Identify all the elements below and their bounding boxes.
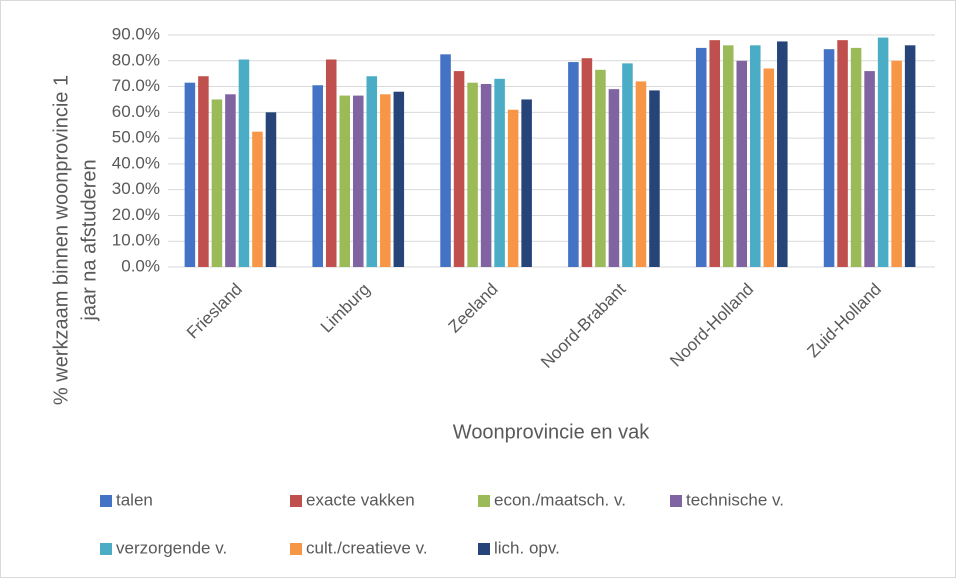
y-tick-label: 50.0% (112, 128, 160, 147)
legend-swatch (100, 495, 112, 507)
bar (864, 71, 875, 267)
y-tick-label: 0.0% (121, 256, 160, 275)
bar (722, 45, 734, 267)
bar (837, 40, 848, 268)
bar (507, 109, 519, 267)
y-tick-label: 60.0% (112, 102, 160, 121)
legend-swatch (290, 543, 302, 555)
bar (339, 95, 351, 267)
legend-label: lich. opv. (494, 538, 560, 557)
bar (453, 71, 465, 267)
bar (581, 58, 593, 268)
bar (265, 112, 277, 267)
y-tick-label: 20.0% (112, 205, 160, 224)
bar (777, 41, 788, 267)
y-tick-label: 80.0% (112, 50, 160, 69)
legend-label: exacte vakken (306, 490, 415, 509)
bar (750, 45, 761, 267)
bar (891, 60, 902, 268)
bar (568, 62, 579, 267)
legend-swatch (478, 543, 490, 555)
bar (198, 76, 209, 267)
bar (312, 85, 323, 268)
legend-label: econ./maatsch. v. (494, 490, 626, 509)
bar (440, 54, 451, 268)
y-tick-label: 70.0% (112, 76, 160, 95)
legend-label: technische v. (686, 490, 784, 509)
legend-swatch (290, 495, 302, 507)
y-tick-label: 30.0% (112, 179, 160, 198)
legend-swatch (670, 495, 682, 507)
bar (608, 89, 620, 267)
bar (467, 82, 478, 267)
bar (877, 37, 889, 268)
y-axis-title: jaar na afstuderen (78, 159, 100, 321)
bar (904, 45, 916, 267)
legend-swatch (478, 495, 490, 507)
y-tick-label: 40.0% (112, 153, 160, 172)
bar (393, 91, 405, 267)
bar (823, 49, 835, 267)
bar (709, 40, 721, 268)
bar (521, 99, 532, 267)
legend-swatch (100, 543, 112, 555)
bar (763, 68, 775, 267)
bar (211, 99, 223, 267)
bar (736, 60, 748, 268)
bar (850, 47, 862, 268)
bar (366, 76, 378, 267)
bar (622, 63, 633, 267)
y-tick-label: 10.0% (112, 231, 160, 250)
legend-label: cult./creatieve v. (306, 538, 428, 557)
y-axis-title: % werkzaam binnen woonprovincie 1 (50, 75, 72, 405)
bar (695, 47, 707, 268)
bar (252, 131, 263, 267)
bar (494, 78, 505, 267)
bar (635, 81, 647, 268)
legend-label: verzorgende v. (116, 538, 227, 557)
bar (225, 94, 236, 268)
bar (238, 59, 250, 267)
bar (595, 69, 606, 267)
legend-label: talen (116, 490, 153, 509)
bar (480, 83, 492, 267)
y-tick-label: 90.0% (112, 24, 160, 43)
bar (352, 95, 364, 267)
x-axis-title: Woonprovincie en vak (453, 421, 650, 443)
bar (649, 90, 660, 267)
bar (380, 94, 391, 268)
bar (184, 82, 196, 267)
bar (325, 59, 337, 267)
